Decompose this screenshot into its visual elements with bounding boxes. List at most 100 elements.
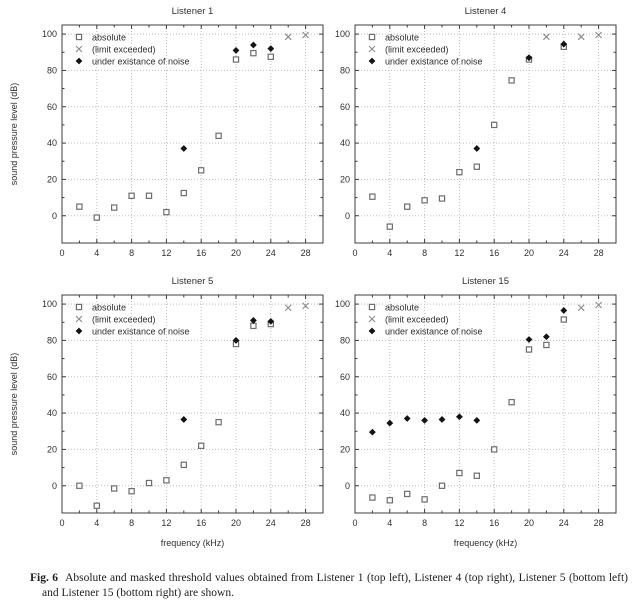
x-tick-label: 4 [387, 248, 392, 258]
marker-x-cross [577, 304, 585, 312]
marker-open-square [368, 33, 376, 41]
subplot-listener-4: 0 4 8 12 16 20 24 28 0 20 40 60 80 100 Listener 4 absol… [335, 6, 617, 258]
legend-item-limit-exceeded: (limit exceeded) [75, 45, 156, 55]
marker-open-square [250, 49, 257, 57]
marker-open-square [75, 33, 83, 41]
marker-open-square [473, 163, 481, 170]
marker-filled-diamond [369, 428, 376, 436]
marker-open-square [368, 303, 376, 311]
x-tick-label: 4 [94, 518, 99, 528]
x-tick-label: 20 [231, 248, 241, 258]
marker-filled-diamond [456, 413, 463, 421]
x-tick-label: 8 [129, 518, 134, 528]
marker-x-cross [75, 45, 83, 53]
marker-filled-diamond [232, 337, 240, 344]
legend-item-absolute: absolute [75, 303, 126, 313]
marker-filled-diamond [560, 40, 568, 48]
marker-filled-diamond [473, 145, 481, 152]
y-tick-label: 20 [47, 444, 57, 454]
marker-open-square [76, 482, 83, 489]
x-tick-label: 28 [301, 518, 311, 528]
x-tick-label: 12 [454, 248, 464, 258]
marker-x-cross [368, 315, 376, 323]
marker-x-cross [302, 302, 309, 310]
legend-label: (limit exceeded) [385, 45, 449, 55]
marker-filled-diamond [232, 47, 240, 54]
x-tick-label: 24 [266, 518, 276, 528]
plot-title: Listener 15 [462, 276, 509, 287]
marker-open-square [491, 446, 498, 453]
x-tick-label: 20 [231, 518, 241, 528]
marker-open-square [438, 195, 446, 202]
y-tick-label: 60 [47, 372, 57, 382]
x-tick-label: 0 [59, 518, 64, 528]
y-tick-label: 60 [340, 102, 350, 112]
marker-filled-diamond [525, 336, 533, 343]
marker-open-square [93, 502, 100, 509]
marker-open-square [110, 485, 118, 492]
marker-open-square [180, 189, 187, 197]
legend: absolute (limit exceeded) under existance … [368, 303, 483, 337]
marker-open-square [369, 494, 376, 501]
y-tick-label: 100 [335, 29, 350, 39]
marker-open-square [404, 490, 411, 498]
marker-open-square [421, 496, 428, 503]
y-tick-label: 0 [345, 481, 350, 491]
marker-open-square [110, 204, 118, 211]
subplot-listener-5: 0 4 8 12 16 20 24 28 0 20 40 60 80 100 Listener 5 frequ… [9, 276, 324, 548]
marker-filled-diamond [368, 57, 376, 65]
y-tick-label: 80 [340, 65, 350, 75]
marker-filled-diamond [421, 416, 428, 424]
legend: absolute (limit exceeded) under existance … [75, 33, 190, 67]
x-tick-label: 16 [196, 518, 206, 528]
x-tick-label: 20 [524, 518, 534, 528]
marker-x-cross [577, 33, 585, 41]
marker-open-square [198, 442, 205, 449]
series-absolute [369, 43, 568, 230]
y-tick-label: 20 [47, 174, 57, 184]
marker-open-square [267, 53, 275, 60]
legend-label: under existance of noise [385, 57, 483, 67]
legend-item-under-existance-of-noise: under existance of noise [368, 57, 483, 67]
marker-filled-diamond [75, 327, 83, 335]
marker-open-square [543, 341, 550, 349]
series-absolute [369, 316, 568, 504]
legend-label: (limit exceeded) [92, 315, 156, 325]
legend-item-absolute: absolute [75, 33, 126, 43]
marker-filled-diamond [250, 41, 257, 49]
x-tick-label: 16 [489, 248, 499, 258]
marker-open-square [386, 223, 394, 230]
marker-open-square [456, 469, 463, 477]
marker-open-square [456, 168, 463, 176]
marker-open-square [473, 472, 481, 479]
series-absolute [76, 49, 275, 221]
marker-open-square [369, 193, 376, 200]
marker-filled-diamond [180, 416, 188, 423]
marker-open-square [386, 497, 394, 504]
marker-open-square [180, 461, 187, 469]
marker-filled-diamond [403, 415, 411, 422]
marker-open-square [163, 208, 170, 216]
y-tick-label: 80 [47, 65, 57, 75]
marker-filled-diamond [250, 317, 257, 324]
x-tick-label: 16 [196, 248, 206, 258]
y-axis-label: sound pressure level (dB) [9, 83, 19, 186]
marker-x-cross [284, 33, 292, 41]
series-limit-exceeded [543, 31, 602, 41]
legend-item-under-existance-of-noise: under existance of noise [75, 57, 190, 67]
marker-open-square [491, 121, 498, 129]
marker-filled-diamond [560, 307, 568, 314]
y-tick-label: 20 [340, 174, 350, 184]
plot-title: Listener 5 [172, 276, 214, 287]
marker-filled-diamond [525, 54, 533, 62]
series-absolute [76, 320, 275, 509]
marker-open-square [250, 322, 257, 330]
legend: absolute (limit exceeded) under existance … [75, 303, 190, 337]
x-tick-label: 8 [129, 248, 134, 258]
marker-x-cross [595, 301, 602, 309]
x-axis-label: frequency (kHz) [161, 538, 225, 548]
marker-open-square [75, 303, 83, 311]
marker-x-cross [284, 304, 292, 312]
marker-open-square [93, 214, 100, 221]
